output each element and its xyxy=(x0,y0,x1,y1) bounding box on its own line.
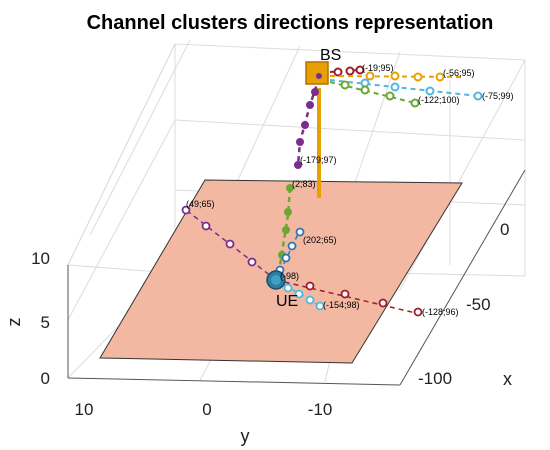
y-tick: -10 xyxy=(308,400,333,419)
cluster-point xyxy=(286,184,294,192)
annotation-label: (-75;99) xyxy=(482,91,514,101)
cluster-point xyxy=(282,226,290,234)
axis-lines xyxy=(67,169,526,386)
y-axis-ticks: 10 0 -10 xyxy=(75,400,333,419)
x-axis-ticks: 0 -50 -100 xyxy=(418,220,509,388)
annotation-label: (-179;97) xyxy=(300,155,337,165)
annotation-label: (2;83) xyxy=(292,179,316,189)
cluster-point xyxy=(294,161,302,169)
x-axis-label: x xyxy=(503,369,512,389)
y-axis-label: y xyxy=(241,426,250,446)
y-axis-line xyxy=(67,377,401,386)
x-tick: -100 xyxy=(418,369,452,388)
x-tick: 0 xyxy=(500,220,509,239)
z-tick: 5 xyxy=(41,313,50,332)
bs-outgoing-paths xyxy=(329,65,483,108)
ue-label: UE xyxy=(276,293,298,310)
annotation-label: (-154;98) xyxy=(323,300,360,310)
bs-box xyxy=(305,61,329,85)
annotation-label: (-98) xyxy=(280,271,299,281)
x-tick: -50 xyxy=(466,295,491,314)
annotation-label: (-56;95) xyxy=(443,68,475,78)
annotation-label: (202;65) xyxy=(303,235,337,245)
ue-marker xyxy=(266,270,286,290)
y-tick: 10 xyxy=(75,400,94,419)
cluster-path-green xyxy=(276,184,294,279)
cluster-point xyxy=(284,208,292,216)
y-tick: 0 xyxy=(202,400,211,419)
x-axis-line xyxy=(399,169,526,386)
annotation-label: (49;65) xyxy=(186,199,215,209)
bs-label: BS xyxy=(320,47,341,64)
z-axis-ticks: 10 5 0 xyxy=(31,249,50,388)
cluster-point xyxy=(311,88,319,96)
cluster-point xyxy=(306,101,314,109)
annotation-label: (-19;95) xyxy=(362,63,394,73)
figure-title: Channel clusters directions representati… xyxy=(87,12,494,34)
annotations: (-19;95) (-56;95) (-75;99) (-122;100) (-… xyxy=(186,63,514,317)
z-tick: 0 xyxy=(41,369,50,388)
cluster-point xyxy=(301,121,309,129)
z-tick: 10 xyxy=(31,249,50,268)
annotation-label: (-122;100) xyxy=(418,95,460,105)
cluster-point xyxy=(296,138,304,146)
annotation-label: (-128;96) xyxy=(422,307,459,317)
z-axis-label: z xyxy=(4,318,24,327)
